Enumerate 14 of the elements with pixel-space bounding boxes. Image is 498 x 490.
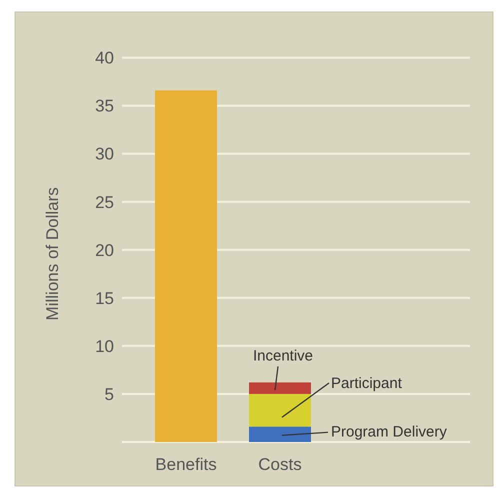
x-tick-label: Costs xyxy=(258,455,302,474)
y-tick-label: 35 xyxy=(95,96,114,116)
y-axis-title: Millions of Dollars xyxy=(43,187,62,320)
y-tick-label: 30 xyxy=(95,144,114,164)
y-tick-label: 5 xyxy=(104,384,114,404)
y-tick-label: 25 xyxy=(95,192,114,212)
y-tick-label: 15 xyxy=(95,288,114,308)
y-tick-label: 10 xyxy=(95,336,114,356)
series-label: Incentive xyxy=(252,347,314,364)
series-label: Participant xyxy=(331,374,403,392)
y-tick-label: 20 xyxy=(95,240,114,260)
x-tick-label: Benefits xyxy=(155,455,217,474)
y-tick-label: 40 xyxy=(95,48,114,68)
series-label: Program Delivery xyxy=(331,423,448,440)
